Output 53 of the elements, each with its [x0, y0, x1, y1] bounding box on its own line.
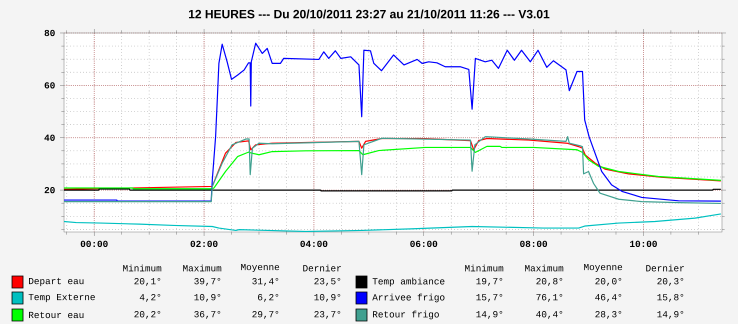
- text: 20,3°: [657, 278, 684, 286]
- legend-label: Arrivee frigo: [372, 294, 444, 302]
- text: 20,2°: [134, 311, 160, 319]
- text: 10,9°: [194, 294, 220, 302]
- text: 36,7°: [194, 311, 220, 319]
- text: 23,5°: [314, 278, 340, 286]
- text: Moyenne: [584, 264, 622, 272]
- text: 15,8°: [657, 294, 684, 302]
- text: 6,2°: [258, 294, 278, 302]
- text: Dernier: [303, 264, 341, 272]
- text: 20,0°: [595, 278, 622, 286]
- legend-label: Temp ambiance: [372, 278, 444, 286]
- text: 14,9°: [657, 311, 684, 319]
- text: 23,7°: [314, 311, 340, 319]
- text: 20,8°: [536, 278, 562, 286]
- x-tick-label: 02:00: [190, 240, 218, 248]
- text: 76,1°: [536, 294, 562, 302]
- text: 31,4°: [252, 278, 278, 286]
- legend-label: Depart eau: [29, 278, 84, 286]
- text: Minimum: [123, 264, 162, 272]
- legend-label: Temp Externe: [28, 294, 95, 302]
- y-tick-label: 80: [44, 30, 55, 36]
- x-tick-label: 10:00: [630, 240, 657, 248]
- line-series: [64, 146, 722, 190]
- text: 4,2°: [140, 294, 160, 302]
- chart-title: 12 HEURES --- Du 20/10/2011 23:27 au 21/10/2011 11:26 --- V3.01: [188, 10, 550, 18]
- text: 10,9°: [314, 294, 340, 302]
- text: Dernier: [646, 264, 684, 272]
- x-tick-label: 08:00: [520, 240, 548, 248]
- text: 39,7°: [194, 278, 220, 286]
- x-tick-label: 06:00: [410, 240, 438, 248]
- text: Maximum: [525, 264, 564, 272]
- x-tick-label: 00:00: [80, 240, 108, 248]
- y-tick-label: 60: [44, 82, 55, 89]
- text: Minimum: [465, 264, 504, 272]
- text: 19,7°: [476, 278, 502, 286]
- text: 15,7°: [476, 294, 502, 302]
- line-series: [64, 42, 722, 202]
- text: Moyenne: [241, 264, 280, 272]
- legend-label: Retour eau: [29, 312, 84, 318]
- x-tick-label: 04:00: [300, 240, 328, 248]
- line-series: [64, 213, 722, 232]
- text: Maximum: [183, 264, 222, 272]
- y-tick-label: 20: [44, 186, 55, 194]
- text: 29,7°: [252, 311, 278, 319]
- legend-label: Retour frigo: [373, 310, 439, 320]
- text: 28,3°: [595, 311, 622, 319]
- y-tick-label: 40: [44, 134, 55, 141]
- text: 46,4°: [595, 294, 622, 302]
- text: 20,1°: [134, 278, 160, 286]
- text: 14,9°: [476, 311, 502, 319]
- line-series: [64, 136, 722, 204]
- text: 40,4°: [536, 311, 562, 319]
